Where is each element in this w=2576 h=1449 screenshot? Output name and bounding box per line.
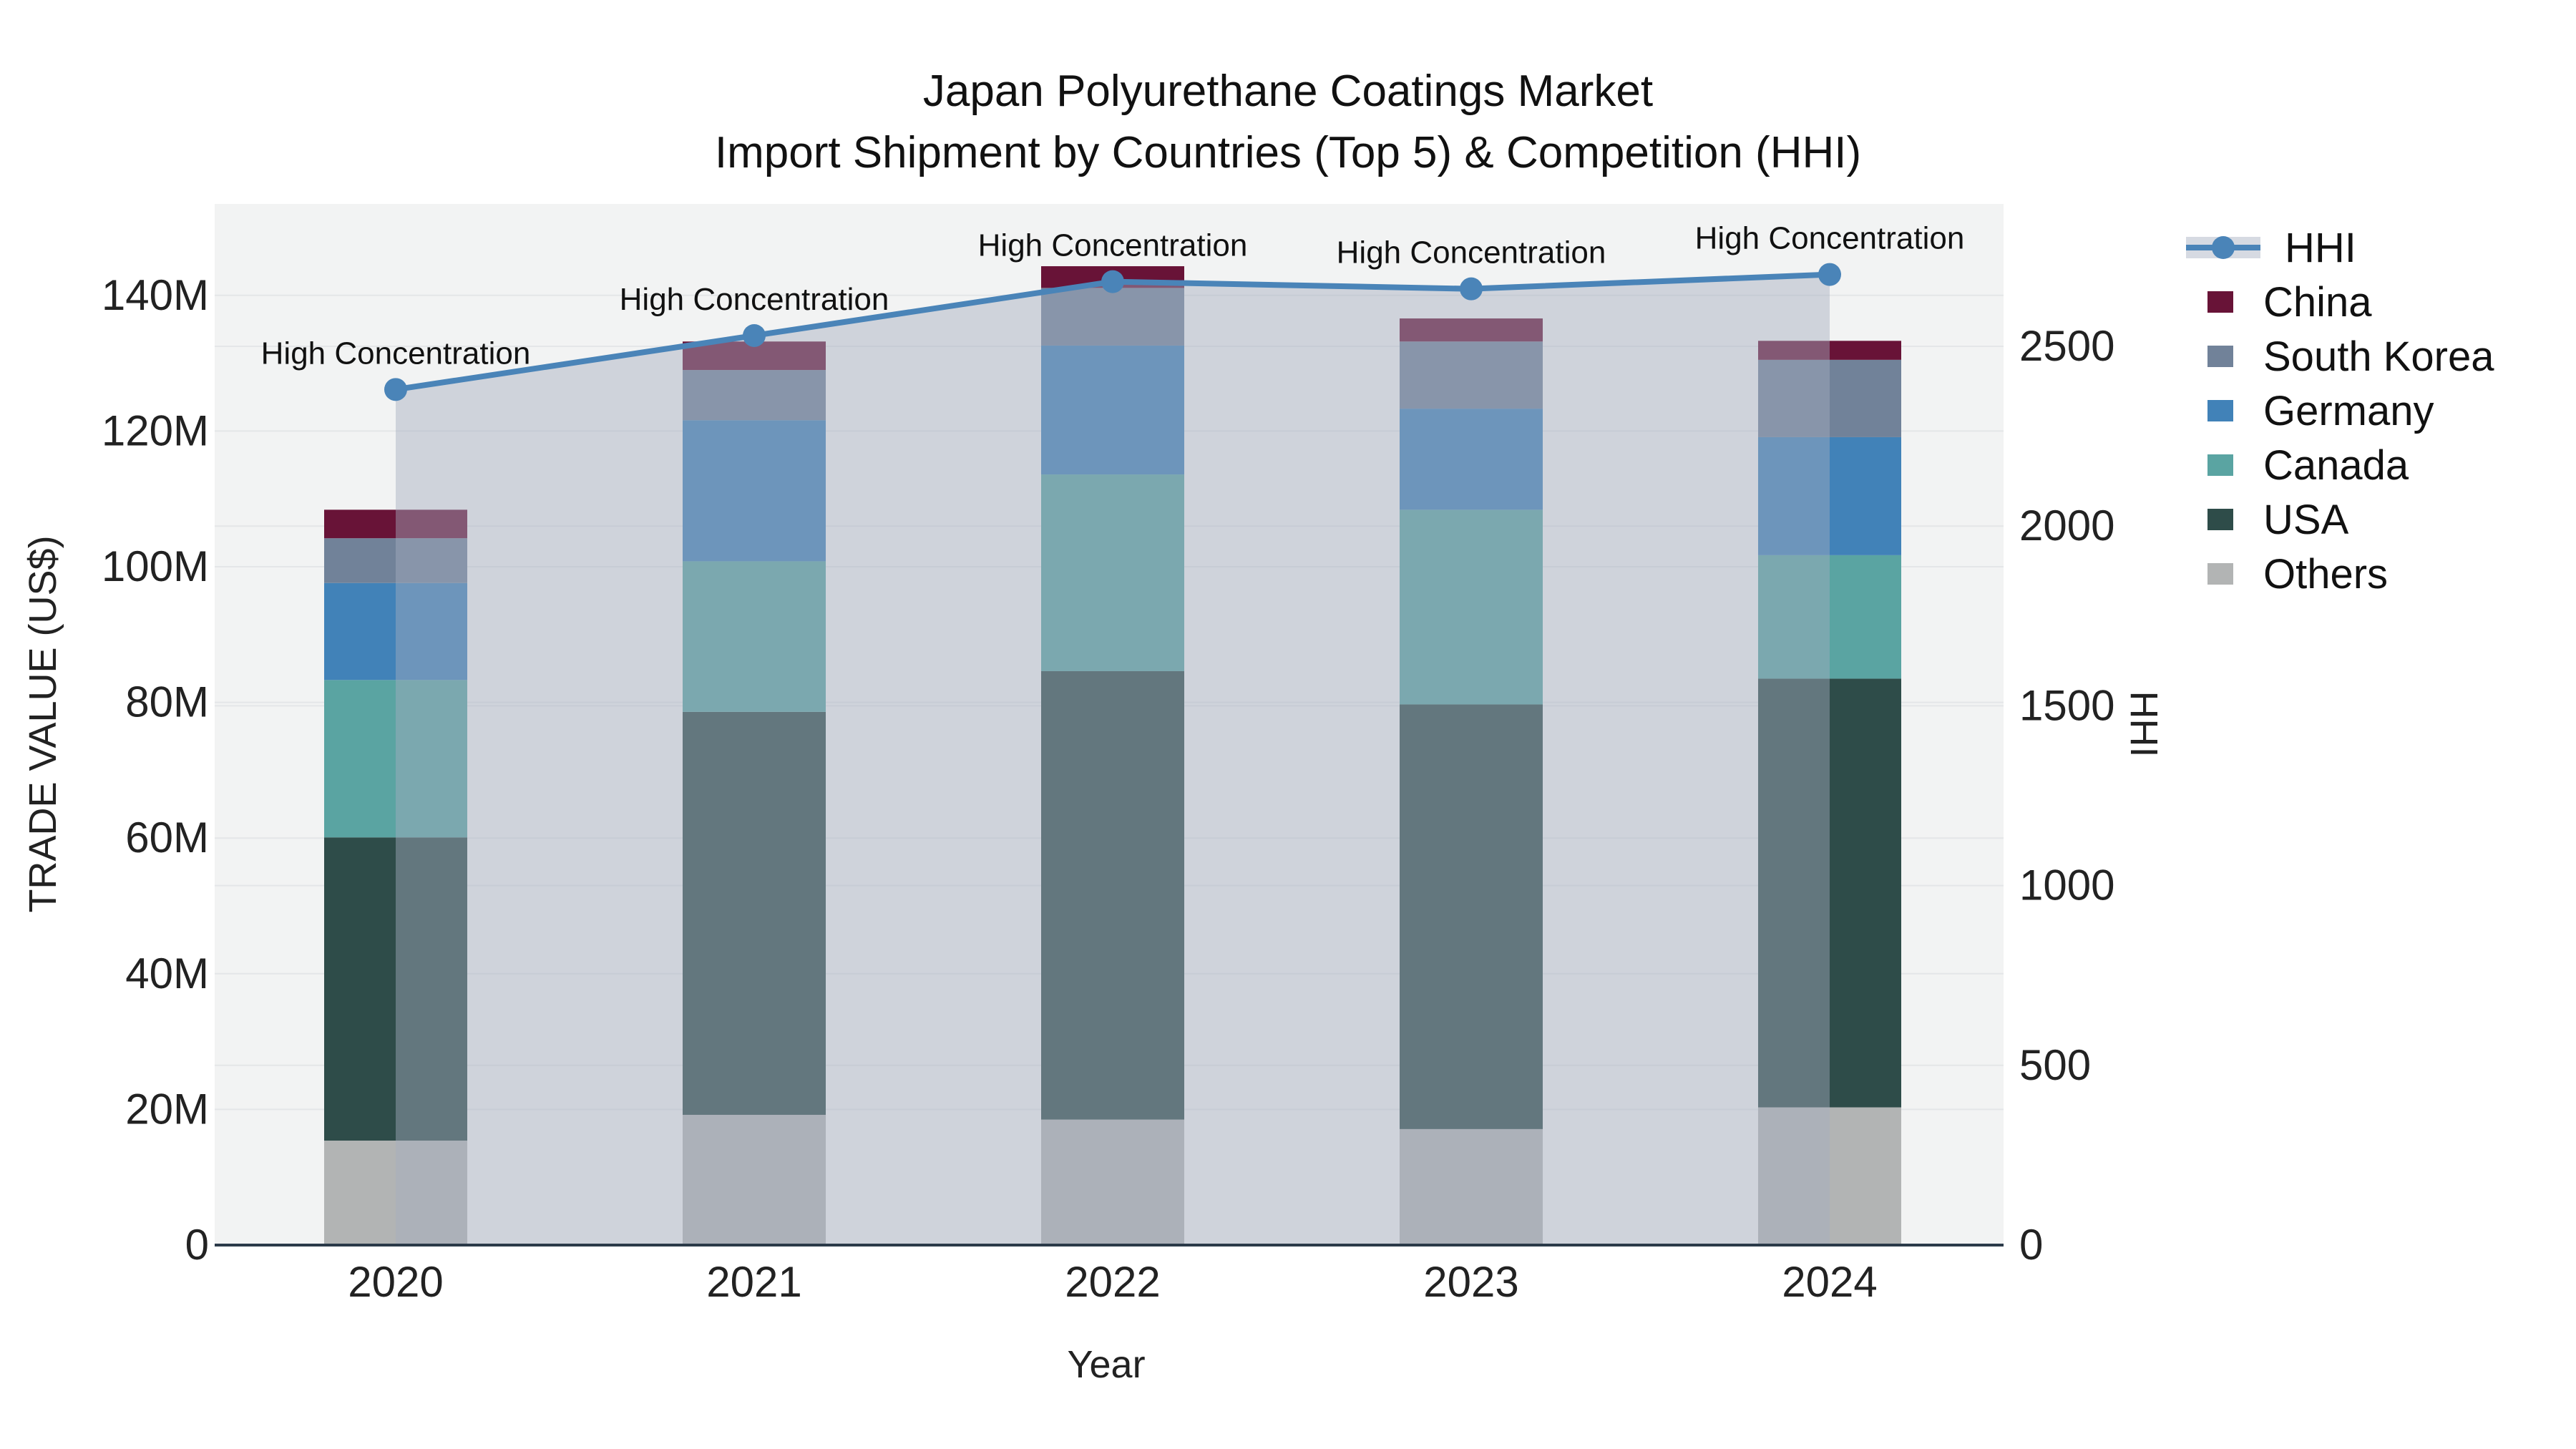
bar-segment-usa-2024[interactable]	[1758, 678, 1901, 1108]
bar-segment-others-2023[interactable]	[1400, 1128, 1543, 1245]
hhi-marker-2023[interactable]	[1460, 277, 1483, 301]
bar-segment-usa-2021[interactable]	[683, 711, 826, 1115]
annotation-high-concentration: High Concentration	[1695, 221, 1965, 256]
bar-segment-south-korea-2022[interactable]	[1041, 288, 1184, 346]
bar-segment-china-2023[interactable]	[1400, 318, 1543, 342]
y-right-tick-label: 2500	[2019, 322, 2114, 370]
y-left-tick-label: 100M	[102, 542, 209, 590]
legend-item-germany[interactable]: Germany	[2186, 384, 2572, 438]
x-axis-line	[215, 1244, 2004, 1246]
y-left-tick-label: 40M	[125, 950, 209, 997]
x-tick-label-2023: 2023	[1423, 1258, 1518, 1306]
bar-segment-others-2020[interactable]	[324, 1141, 467, 1245]
bar-segment-canada-2021[interactable]	[683, 561, 826, 712]
y-left-tick-label: 60M	[125, 814, 209, 862]
legend-label: USA	[2263, 496, 2349, 543]
annotation-high-concentration: High Concentration	[261, 336, 531, 371]
bar-segment-canada-2020[interactable]	[324, 680, 467, 838]
annotation-high-concentration: High Concentration	[978, 228, 1248, 263]
bar-segment-germany-2023[interactable]	[1400, 409, 1543, 510]
chart-title-line2: Import Shipment by Countries (Top 5) & C…	[714, 128, 1862, 177]
bar-segment-germany-2024[interactable]	[1758, 436, 1901, 555]
y-right-tick-label: 500	[2019, 1041, 2091, 1089]
legend-label: China	[2263, 278, 2372, 326]
hhi-marker-2020[interactable]	[384, 378, 407, 401]
legend-label: Germany	[2263, 387, 2434, 434]
hhi-area-fill	[396, 274, 1830, 1246]
y-axis-title-right: HHI	[2122, 691, 2165, 758]
annotation-high-concentration: High Concentration	[620, 282, 889, 317]
y-right-tick-label: 0	[2019, 1221, 2043, 1269]
y-left-tick-label: 20M	[125, 1085, 209, 1133]
y-right-tick-label: 1500	[2019, 681, 2114, 729]
bar-segment-canada-2022[interactable]	[1041, 474, 1184, 671]
canada-swatch-icon	[2207, 454, 2233, 476]
legend-item-china[interactable]: China	[2186, 275, 2572, 329]
usa-swatch-icon	[2207, 509, 2233, 530]
y-right-tick-label: 2000	[2019, 502, 2114, 550]
legend-label: Others	[2263, 550, 2389, 597]
annotation-high-concentration: High Concentration	[1337, 235, 1606, 270]
china-swatch-icon	[2207, 291, 2233, 313]
x-tick-label-2024: 2024	[1782, 1258, 1877, 1306]
bar-segment-others-2022[interactable]	[1041, 1119, 1184, 1245]
hhi-marker-2024[interactable]	[1818, 263, 1841, 286]
y-left-tick-label: 80M	[125, 678, 209, 726]
legend: HHI China South Korea Germany Canada USA…	[2186, 220, 2572, 601]
y-axis-title-left: TRADE VALUE (US$)	[21, 535, 64, 913]
chart-title-line1: Japan Polyurethane Coatings Market	[922, 67, 1654, 116]
south-korea-swatch-icon	[2207, 346, 2233, 367]
bar-segment-germany-2022[interactable]	[1041, 345, 1184, 475]
bar-segment-south-korea-2024[interactable]	[1758, 359, 1901, 437]
bar-segment-usa-2023[interactable]	[1400, 704, 1543, 1129]
x-tick-label-2022: 2022	[1065, 1258, 1160, 1306]
bar-segment-germany-2020[interactable]	[324, 582, 467, 680]
legend-label: HHI	[2285, 224, 2356, 271]
hhi-marker-2022[interactable]	[1101, 270, 1124, 293]
legend-item-others[interactable]: Others	[2186, 547, 2572, 601]
y-left-tick-label: 120M	[102, 406, 209, 454]
bar-segment-usa-2022[interactable]	[1041, 670, 1184, 1120]
x-tick-label-2020: 2020	[348, 1258, 443, 1306]
legend-item-south-korea[interactable]: South Korea	[2186, 329, 2572, 384]
bar-segment-south-korea-2023[interactable]	[1400, 341, 1543, 409]
y-left-tick-label: 0	[185, 1221, 209, 1269]
bar-segment-usa-2020[interactable]	[324, 837, 467, 1141]
x-tick-label-2021: 2021	[706, 1258, 801, 1306]
germany-swatch-icon	[2207, 400, 2233, 421]
bar-segment-canada-2024[interactable]	[1758, 555, 1901, 679]
legend-item-hhi[interactable]: HHI	[2186, 220, 2572, 275]
bar-segment-others-2024[interactable]	[1758, 1107, 1901, 1245]
bar-segment-china-2020[interactable]	[324, 509, 467, 539]
bar-segment-canada-2023[interactable]	[1400, 509, 1543, 705]
y-left-tick-label: 140M	[102, 271, 209, 319]
x-axis-title: Year	[1067, 1343, 1146, 1386]
bar-segment-south-korea-2020[interactable]	[324, 538, 467, 583]
bar-segment-germany-2021[interactable]	[683, 420, 826, 562]
others-swatch-icon	[2207, 563, 2233, 585]
y-right-tick-label: 1000	[2019, 862, 2114, 909]
bar-segment-south-korea-2021[interactable]	[683, 370, 826, 421]
hhi-line-icon	[2186, 236, 2260, 259]
legend-label: Canada	[2263, 441, 2409, 489]
hhi-marker-2021[interactable]	[743, 323, 766, 347]
bar-segment-others-2021[interactable]	[683, 1114, 826, 1245]
bar-segment-china-2024[interactable]	[1758, 341, 1901, 360]
legend-item-canada[interactable]: Canada	[2186, 438, 2572, 492]
legend-label: South Korea	[2263, 333, 2494, 380]
legend-item-usa[interactable]: USA	[2186, 492, 2572, 547]
